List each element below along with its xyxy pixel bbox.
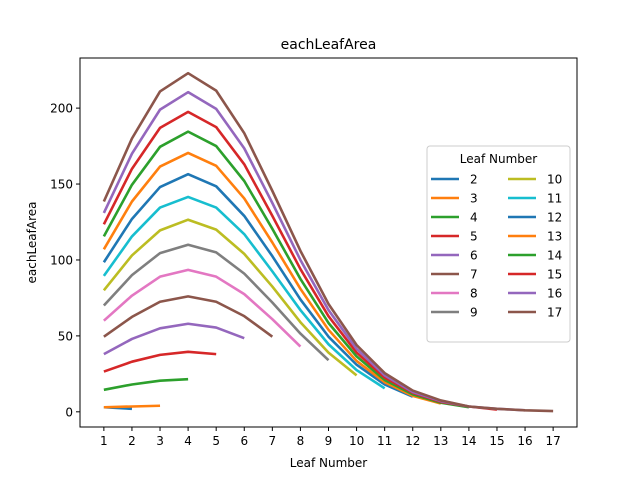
x-tick-label: 9 (325, 434, 333, 448)
x-tick-label: 5 (212, 434, 220, 448)
legend: Leaf Number 2 3 4 5 6 7 8 9 10 11 12 13 14 15 16 17 (426, 145, 571, 343)
x-tick-label: 17 (545, 434, 560, 448)
series-line-8 (103, 268, 302, 348)
legend-label-3: 3 (470, 192, 478, 206)
legend-label-13: 13 (547, 230, 562, 244)
legend-label-17: 17 (547, 306, 562, 320)
y-axis-label: eachLeafArea (25, 202, 39, 284)
x-tick-label: 14 (461, 434, 476, 448)
x-tick-label: 13 (433, 434, 448, 448)
x-tick-label: 4 (184, 434, 192, 448)
x-tick-label: 2 (128, 434, 136, 448)
legend-label-11: 11 (547, 192, 562, 206)
legend-label-15: 15 (547, 268, 562, 282)
y-tick-label: 100 (50, 253, 73, 267)
series-line-4 (103, 377, 189, 392)
x-tick-label: 7 (269, 434, 277, 448)
y-tick-label: 200 (50, 102, 73, 116)
series-line-9 (102, 243, 330, 362)
legend-label-9: 9 (470, 306, 478, 320)
series-line-6 (103, 322, 245, 356)
x-axis-label: Leaf Number (290, 456, 368, 470)
legend-label-7: 7 (470, 268, 478, 282)
legend-label-12: 12 (547, 211, 562, 225)
series-line-12 (102, 172, 414, 398)
series-line-13 (102, 151, 442, 405)
x-tick-label: 1 (100, 434, 108, 448)
series-line-7 (103, 295, 274, 338)
y-tick-label: 50 (58, 329, 73, 343)
y-tick-label: 150 (50, 178, 73, 192)
legend-label-14: 14 (547, 249, 562, 263)
x-tick-label: 3 (156, 434, 164, 448)
x-tick-label: 15 (489, 434, 504, 448)
x-axis: 1 2 3 4 5 6 7 8 9 10 11 12 13 14 15 16 17 (100, 427, 561, 448)
legend-label-16: 16 (547, 287, 562, 301)
legend-label-5: 5 (470, 230, 478, 244)
x-tick-label: 10 (349, 434, 364, 448)
chart-title: eachLeafArea (281, 37, 377, 53)
series-line-10 (102, 218, 358, 377)
series-line-5 (103, 350, 217, 373)
series-line-14 (102, 130, 470, 409)
series-line-3 (103, 404, 161, 409)
legend-label-8: 8 (470, 287, 478, 301)
y-tick-label: 0 (65, 405, 73, 419)
x-tick-label: 12 (405, 434, 420, 448)
legend-label-4: 4 (470, 211, 478, 225)
legend-label-10: 10 (547, 173, 562, 187)
x-tick-label: 8 (297, 434, 305, 448)
legend-title: Leaf Number (460, 152, 538, 166)
series-line-11 (102, 195, 386, 390)
x-tick-label: 16 (517, 434, 532, 448)
legend-label-6: 6 (470, 249, 478, 263)
y-axis: 0 50 100 150 200 (50, 102, 80, 419)
series-layer (102, 71, 554, 413)
legend-label-2: 2 (470, 173, 478, 187)
series-line-17 (102, 71, 554, 413)
x-tick-label: 6 (240, 434, 248, 448)
x-tick-label: 11 (377, 434, 392, 448)
